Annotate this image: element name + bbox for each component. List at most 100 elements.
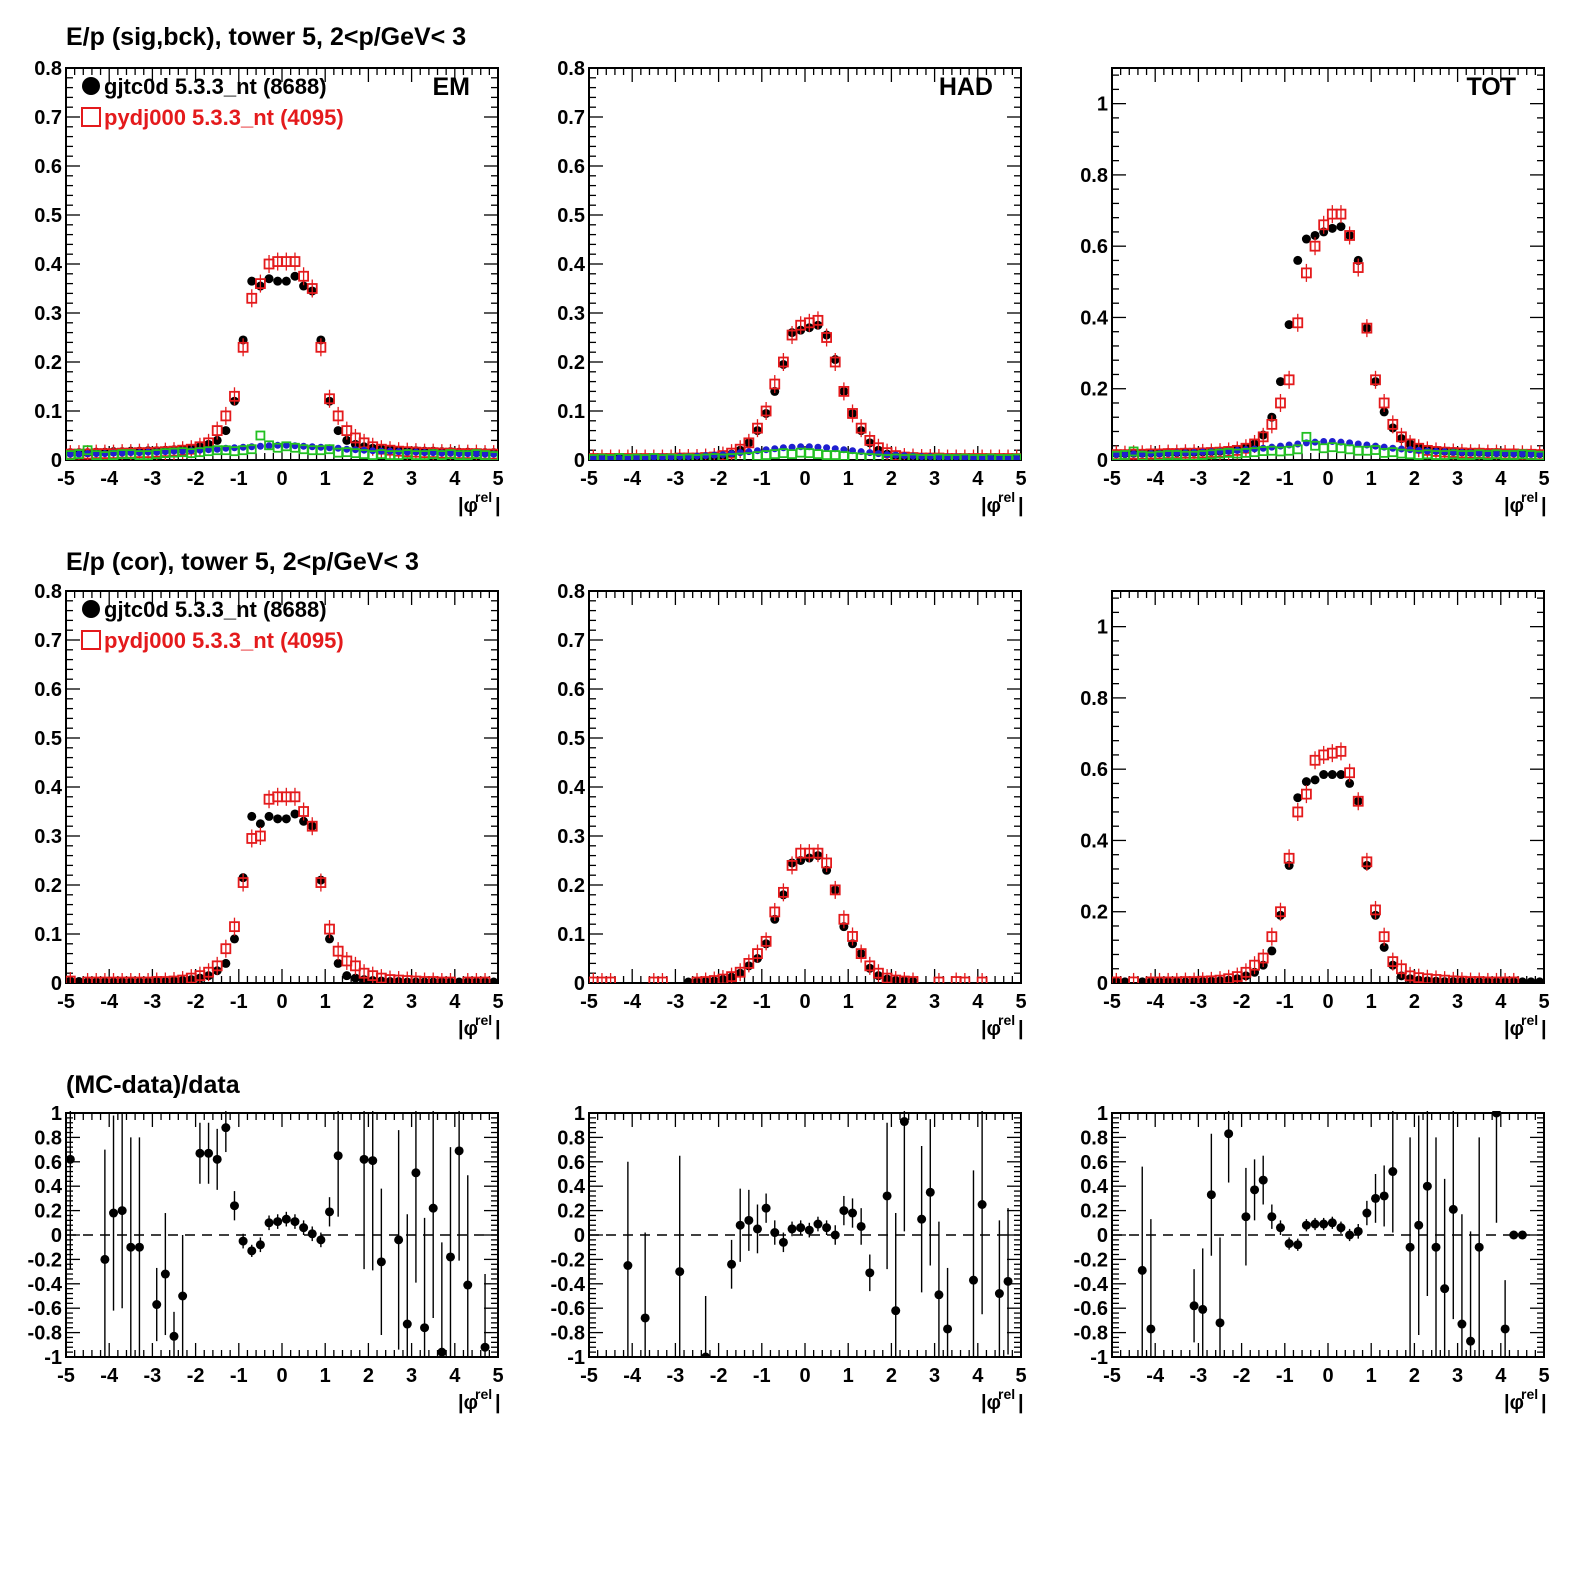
mc-point <box>1378 931 1390 943</box>
ratio-point <box>752 1224 762 1234</box>
ratio-point <box>813 1219 823 1229</box>
panel-r1c1: -5 -4 -3 -2 -1 0 1 2 3 4 5 0 0.1 0.2 0.3 0.4 0.5 0.6 0.7 0.… <box>34 58 503 517</box>
ratio-point <box>316 1235 326 1245</box>
bck-green-point <box>488 451 498 460</box>
ratio-point <box>804 1225 814 1235</box>
panels-group: -5 -4 -3 -2 -1 0 1 2 3 4 5 0 0.1 0.2 0.3 0.4 0.5 0.6 0.7 0.… <box>28 58 1550 1414</box>
x-tick-label: -2 <box>1233 991 1251 1013</box>
data-point <box>264 811 274 821</box>
x-tick-label: -3 <box>667 468 685 490</box>
x-tick-label: 4 <box>1495 468 1507 490</box>
ratio-point <box>856 1221 866 1231</box>
ratio-point <box>333 1151 343 1161</box>
mc-point <box>812 314 824 326</box>
x-tick-label: -1 <box>230 991 248 1013</box>
y-tick-label: 0.8 <box>34 581 62 603</box>
mc-point <box>1292 806 1304 818</box>
mc-point <box>907 976 919 983</box>
x-tick-label: -3 <box>144 991 162 1013</box>
x-axis-label-tail: | <box>1541 1392 1547 1414</box>
bck-blue-point <box>753 447 761 455</box>
x-tick-label: 3 <box>406 1365 417 1387</box>
x-axis-label-sup: rel <box>475 489 492 505</box>
ratio-point <box>1371 1193 1381 1203</box>
x-tick-label: 2 <box>363 991 374 1013</box>
y-tick-label: 0.3 <box>557 826 585 848</box>
ratio-point <box>411 1168 421 1178</box>
bck-blue-point <box>693 452 701 460</box>
x-tick-label: 1 <box>843 1365 854 1387</box>
x-tick-label: 5 <box>492 991 503 1013</box>
bck-blue-point <box>1181 449 1189 457</box>
ratio-point <box>1327 1218 1337 1228</box>
x-tick-label: -5 <box>57 1365 75 1387</box>
bck-green-point <box>246 444 257 455</box>
x-tick-label: -2 <box>710 991 728 1013</box>
y-tick-label: 0.5 <box>557 205 585 227</box>
x-tick-label: -4 <box>623 991 642 1013</box>
ratio-point <box>212 1154 222 1164</box>
mc-point <box>734 966 746 978</box>
x-tick-label: -5 <box>57 991 75 1013</box>
mc-point <box>1257 952 1269 964</box>
mc-point <box>211 425 223 437</box>
data-point <box>1336 222 1346 232</box>
ratio-point <box>1301 1220 1311 1230</box>
x-tick-label: 0 <box>276 1365 287 1387</box>
x-axis-label: |φ <box>981 1392 1001 1414</box>
bck-blue-point <box>481 450 489 458</box>
data-point <box>273 276 283 286</box>
x-tick-label: -1 <box>230 468 248 490</box>
bck-blue-point <box>1147 450 1155 458</box>
x-tick-label: -1 <box>1276 1365 1294 1387</box>
x-axis-label: |φ <box>1504 1392 1524 1414</box>
ratio-point <box>1353 1226 1363 1236</box>
ratio-point <box>229 1201 239 1211</box>
y-tick-label: 0.2 <box>34 352 62 374</box>
ratio-point <box>977 1200 987 1209</box>
x-tick-label: -4 <box>1146 1365 1165 1387</box>
bck-blue-point <box>1294 440 1302 448</box>
ratio-point <box>445 1252 455 1262</box>
y-tick-label: 0 <box>574 1225 585 1247</box>
x-tick-label: 3 <box>929 991 940 1013</box>
y-tick-label: 0.8 <box>34 1127 62 1149</box>
y-tick-label: 1 <box>1097 617 1108 639</box>
legend-marker-mc <box>81 630 101 650</box>
x-tick-label: 3 <box>929 1365 940 1387</box>
ratio-point <box>787 1224 797 1234</box>
marks-group <box>623 1111 1013 1357</box>
ratio-point <box>640 1313 650 1323</box>
panel-r2c1: -5 -4 -3 -2 -1 0 1 2 3 4 5 0 0.1 0.2 0.3 0.4 0.5 0.6 0.7 0.… <box>34 581 503 1040</box>
bck-blue-point <box>118 449 126 457</box>
data-point <box>1310 775 1320 785</box>
x-tick-label: -2 <box>187 1365 205 1387</box>
y-tick-label: 0.8 <box>557 581 585 603</box>
y-tick-label: 0.1 <box>557 924 585 946</box>
bck-blue-point <box>1259 444 1267 452</box>
ratio-point <box>160 1269 170 1279</box>
y-tick-label: 0.8 <box>1080 165 1108 187</box>
bck-blue-point <box>1207 448 1215 456</box>
x-axis-label: |φ <box>458 1392 478 1414</box>
data-point <box>333 958 343 968</box>
ratio-point <box>307 1229 317 1239</box>
x-tick-label: 1 <box>320 468 331 490</box>
mc-point <box>246 292 258 304</box>
ratio-point <box>1267 1212 1277 1222</box>
bck-blue-point <box>1518 450 1526 458</box>
mc-point <box>976 976 988 983</box>
x-tick-label: -4 <box>100 991 119 1013</box>
x-axis-label-sup: rel <box>475 1012 492 1028</box>
x-axis-label: |φ <box>981 1018 1001 1040</box>
panel-r3c1: -5 -4 -3 -2 -1 0 1 2 3 4 5-1-0.8-0.6-0.4-0.200.20.… <box>28 1103 504 1414</box>
bck-blue-point <box>421 449 429 457</box>
x-tick-label: 0 <box>1322 468 1333 490</box>
y-tick-label: 0.4 <box>1080 307 1109 329</box>
y-tick-label: -0.6 <box>28 1298 62 1320</box>
mc-point <box>1240 966 1252 978</box>
marks-group <box>1137 1111 1527 1357</box>
bck-blue-point <box>650 453 658 460</box>
data-point <box>1379 942 1389 952</box>
y-tick-label: 0.2 <box>1080 1201 1108 1223</box>
